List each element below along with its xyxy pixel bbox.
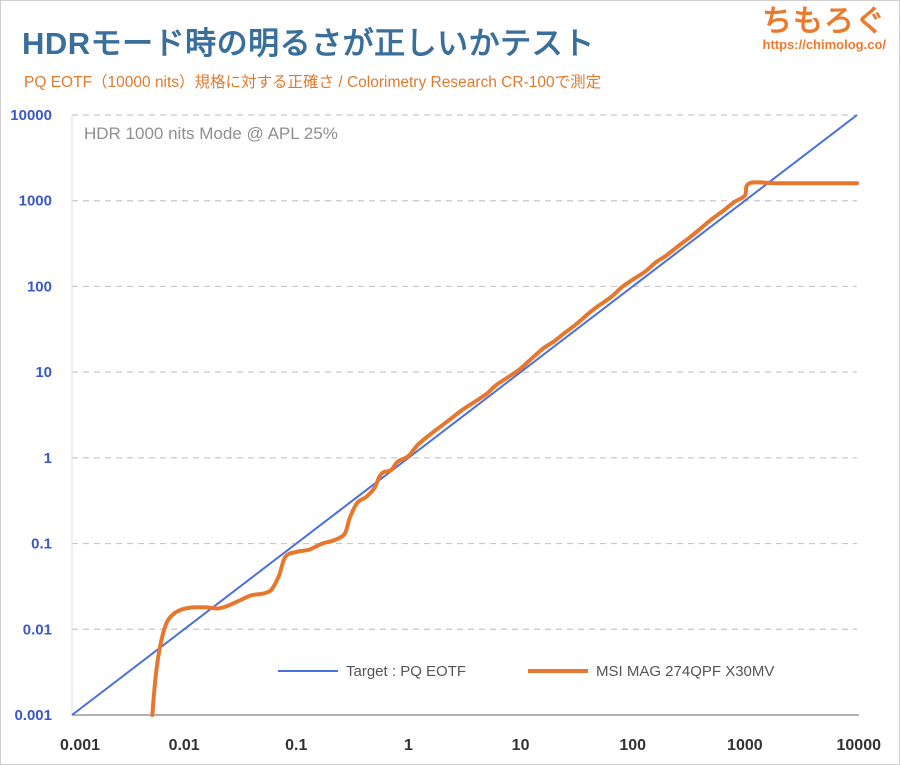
y-tick-label: 0.1 xyxy=(31,536,52,553)
chart-title: HDRモード時の明るさが正しいかテスト xyxy=(22,26,595,61)
brand-logo: ちもろぐ https://chimolog.co/ xyxy=(762,4,886,52)
measured-msi-line xyxy=(150,180,859,717)
series-group xyxy=(71,114,859,717)
y-tick-label: 100 xyxy=(27,278,52,295)
chart-subtitle: PQ EOTF（10000 nits）規格に対する正確さ / Colorimet… xyxy=(24,74,602,91)
mode-annotation: HDR 1000 nits Mode @ APL 25% xyxy=(84,124,338,143)
x-tick-label: 10 xyxy=(512,737,530,754)
legend-target-label: Target : PQ EOTF xyxy=(346,663,466,680)
y-tick-label: 0.01 xyxy=(23,621,52,638)
x-tick-label: 0.001 xyxy=(60,737,100,754)
legend: Target : PQ EOTF MSI MAG 274QPF X30MV xyxy=(278,663,774,680)
x-tick-label: 0.01 xyxy=(169,737,200,754)
brand-url: https://chimolog.co/ xyxy=(762,37,887,52)
y-tick-label: 10 xyxy=(35,364,52,381)
y-tick-label: 1 xyxy=(44,450,52,467)
target-pq-eotf-line xyxy=(71,114,858,716)
y-tick-label: 10000 xyxy=(10,107,52,124)
legend-measured-label: MSI MAG 274QPF X30MV xyxy=(596,663,774,680)
brand-name: ちもろぐ xyxy=(762,5,886,38)
y-tick-label: 0.001 xyxy=(14,707,52,724)
y-tick-labels: 0.001 0.01 0.1 1 10 100 1000 10000 xyxy=(10,107,52,724)
y-tick-label: 1000 xyxy=(19,193,52,210)
x-tick-label: 0.1 xyxy=(285,737,307,754)
x-tick-label: 1000 xyxy=(727,737,763,754)
x-tick-label: 1 xyxy=(404,737,413,754)
grid-lines xyxy=(72,114,857,630)
x-tick-label: 10000 xyxy=(837,737,882,754)
x-tick-labels: 0.001 0.01 0.1 1 10 100 1000 10000 xyxy=(60,737,881,754)
x-tick-label: 100 xyxy=(619,737,646,754)
